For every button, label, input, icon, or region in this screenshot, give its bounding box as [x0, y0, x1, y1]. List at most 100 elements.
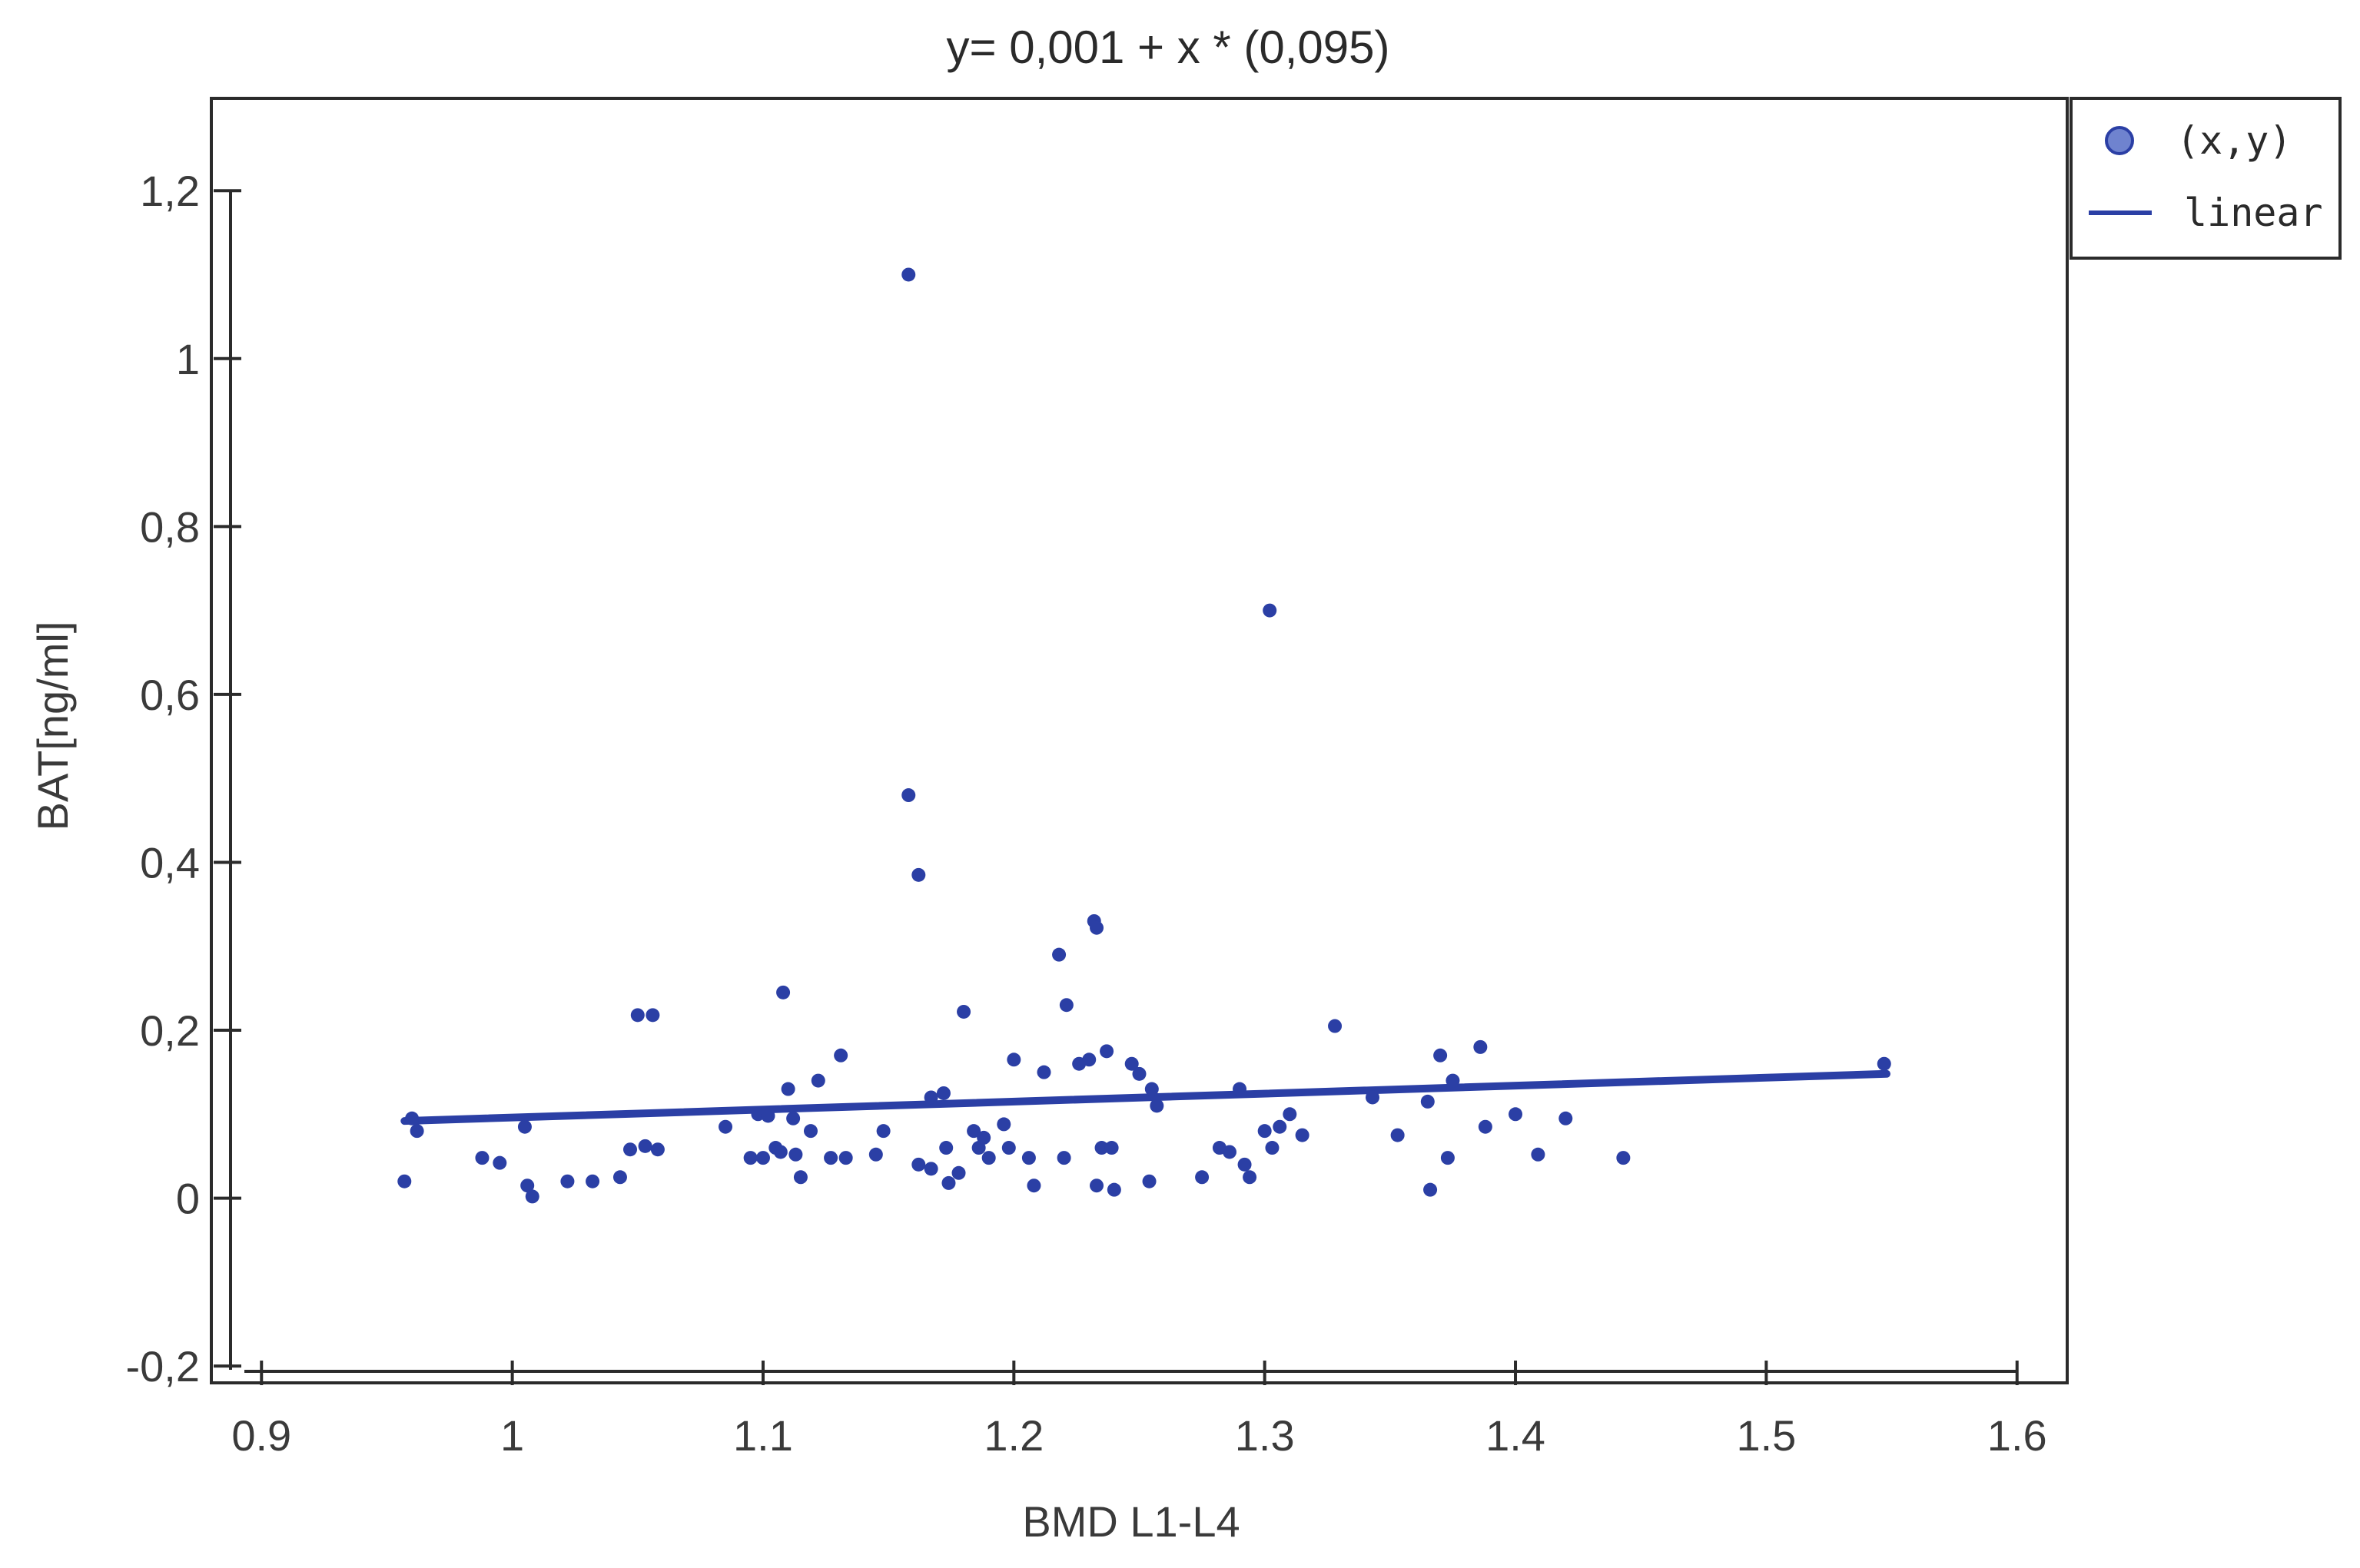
data-point — [781, 1082, 795, 1096]
data-point — [941, 1175, 956, 1190]
y-tick-label: 1 — [176, 335, 200, 383]
data-point — [1142, 1174, 1157, 1188]
data-point — [951, 1165, 966, 1180]
data-point — [397, 1174, 412, 1188]
chart-title: y= 0,001 + x * (0,095) — [946, 22, 1389, 73]
data-point — [520, 1178, 535, 1193]
data-point — [1423, 1182, 1438, 1197]
data-point — [1001, 1141, 1016, 1155]
regression-line — [400, 1069, 1891, 1125]
data-point — [1150, 1099, 1164, 1113]
y-tick-label: 0 — [176, 1175, 200, 1223]
data-point — [1440, 1151, 1455, 1165]
data-point — [1877, 1056, 1891, 1071]
data-point — [623, 1142, 638, 1157]
data-point — [405, 1111, 420, 1125]
data-point — [646, 1008, 660, 1023]
data-point — [743, 1151, 758, 1165]
data-point — [410, 1124, 424, 1139]
data-point — [939, 1141, 954, 1155]
data-point — [957, 1004, 971, 1019]
y-tick-label: 0,4 — [140, 838, 200, 887]
y-tick-label: 1,2 — [140, 167, 200, 215]
data-point — [1222, 1145, 1236, 1159]
data-point — [1144, 1082, 1159, 1096]
x-ticks: 0.9 1 1.1 1.2 1.3 1.4 1.5 1.6 — [231, 1361, 2047, 1460]
data-point — [1616, 1151, 1631, 1165]
plot-frame — [210, 97, 2069, 1384]
data-point — [824, 1151, 838, 1165]
data-point — [1090, 920, 1104, 935]
legend-marker-scatter-icon — [2105, 126, 2134, 155]
data-point — [1558, 1111, 1573, 1125]
data-point — [493, 1155, 507, 1170]
data-point — [981, 1151, 996, 1165]
data-point — [868, 1147, 883, 1162]
data-point — [1433, 1048, 1448, 1062]
data-point — [1059, 998, 1074, 1013]
data-point — [1265, 1141, 1280, 1155]
x-tick-label: 1.5 — [1736, 1411, 1796, 1460]
data-point — [1531, 1147, 1545, 1162]
data-point — [1390, 1128, 1405, 1142]
data-point — [911, 1157, 926, 1172]
data-point — [924, 1090, 938, 1105]
data-point — [1273, 1119, 1287, 1134]
legend-label-scatter: (x,y) — [2176, 118, 2292, 163]
data-point — [719, 1119, 733, 1134]
data-point — [475, 1151, 490, 1165]
data-point — [1107, 1182, 1121, 1197]
data-point — [1263, 603, 1277, 618]
data-point — [1057, 1151, 1071, 1165]
data-point — [786, 1111, 801, 1125]
data-point — [834, 1048, 848, 1062]
data-point — [1257, 1124, 1272, 1139]
x-tick-label: 1.2 — [984, 1411, 1044, 1460]
data-point — [811, 1073, 825, 1088]
data-point — [1295, 1128, 1309, 1142]
data-point — [901, 267, 916, 282]
data-point — [924, 1162, 938, 1176]
data-point — [776, 985, 791, 999]
data-point — [630, 1008, 645, 1023]
data-point — [1473, 1039, 1488, 1054]
data-point — [911, 867, 926, 882]
legend: (x,y) linear — [2070, 97, 2342, 260]
data-point — [1132, 1066, 1147, 1081]
x-tick-label: 1 — [500, 1411, 524, 1460]
data-point — [525, 1189, 539, 1204]
data-point — [1420, 1094, 1435, 1109]
data-point — [755, 1151, 770, 1165]
data-point — [560, 1174, 575, 1188]
x-axis-title: BMD L1-L4 — [1022, 1497, 1240, 1546]
data-point — [967, 1124, 981, 1139]
data-point — [1509, 1107, 1523, 1122]
data-point — [1094, 1141, 1109, 1155]
data-point — [788, 1147, 803, 1162]
data-point — [586, 1174, 600, 1188]
data-point — [1195, 1170, 1210, 1185]
data-point — [1366, 1090, 1380, 1105]
data-point — [761, 1109, 775, 1123]
y-tick-label: 0,2 — [140, 1006, 200, 1055]
y-ticks: -0,2 0 0,2 0,4 0,6 0,8 1 1,2 — [126, 167, 241, 1391]
x-tick-label: 1.1 — [733, 1411, 793, 1460]
data-point — [638, 1139, 652, 1153]
y-tick-label: 0,6 — [140, 671, 200, 719]
data-point — [1021, 1151, 1036, 1165]
data-point — [1124, 1056, 1139, 1071]
data-point — [1100, 1044, 1114, 1059]
data-point — [1243, 1170, 1257, 1185]
data-point — [773, 1145, 788, 1159]
data-point — [793, 1170, 808, 1185]
data-point — [1283, 1107, 1297, 1122]
x-tick-label: 1.4 — [1485, 1411, 1545, 1460]
data-points — [397, 267, 1891, 1204]
data-point — [1446, 1073, 1460, 1088]
data-point — [1052, 947, 1067, 962]
x-tick-label: 0.9 — [231, 1411, 291, 1460]
data-point — [977, 1130, 991, 1145]
data-point — [1090, 1178, 1104, 1193]
data-point — [517, 1119, 532, 1134]
